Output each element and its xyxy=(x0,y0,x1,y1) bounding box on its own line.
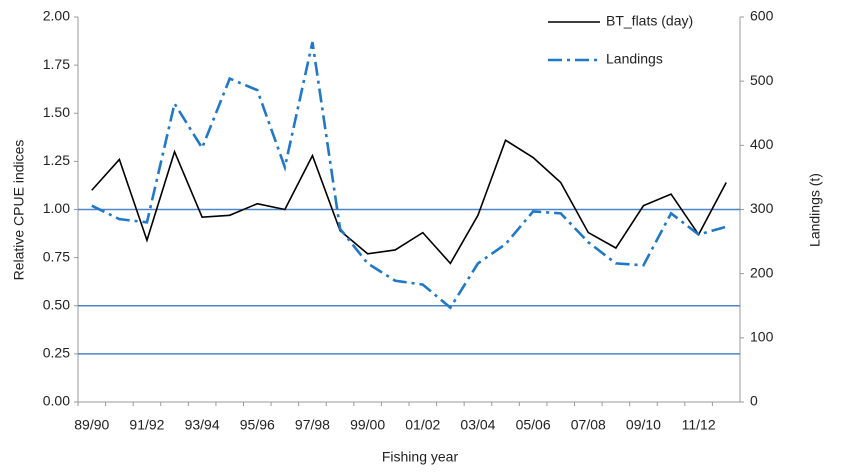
y-tick-label: 0.00 xyxy=(43,393,70,409)
x-tick-label: 09/10 xyxy=(626,417,661,433)
x-tick-label: 07/08 xyxy=(571,417,606,433)
y2-tick-label: 500 xyxy=(750,72,774,88)
x-tick-label: 89/90 xyxy=(74,417,109,433)
x-tick-label: 05/06 xyxy=(516,417,551,433)
y-tick-label: 2.00 xyxy=(43,8,70,24)
y2-tick-label: 300 xyxy=(750,200,774,216)
y-tick-label: 0.75 xyxy=(43,248,70,264)
x-tick-label: 97/98 xyxy=(295,417,330,433)
y2-tick-label: 200 xyxy=(750,264,774,280)
y-tick-label: 1.75 xyxy=(43,56,70,72)
y-tick-label: 0.50 xyxy=(43,296,70,312)
series-line xyxy=(91,138,727,265)
x-tick-label: 93/94 xyxy=(185,417,220,433)
y2-tick-label: 0 xyxy=(750,393,758,409)
series-line xyxy=(91,41,727,310)
legend-label: Landings xyxy=(606,51,663,67)
y2-tick-label: 600 xyxy=(750,8,774,24)
x-axis-title: Fishing year xyxy=(382,449,459,465)
y2-tick-label: 400 xyxy=(750,136,774,152)
x-tick-label: 11/12 xyxy=(682,417,716,433)
y2-axis-title: Landings (t) xyxy=(807,173,823,247)
x-tick-label: 01/02 xyxy=(405,417,440,433)
y-tick-label: 1.25 xyxy=(43,152,70,168)
x-tick-label: 95/96 xyxy=(240,417,275,433)
y-tick-label: 1.50 xyxy=(43,104,70,120)
x-tick-label: 91/92 xyxy=(129,417,164,433)
x-tick-label: 03/04 xyxy=(460,417,495,433)
y-tick-label: 1.00 xyxy=(43,200,70,216)
y2-tick-label: 100 xyxy=(750,329,774,345)
x-tick-label: 99/00 xyxy=(350,417,385,433)
y-tick-label: 0.25 xyxy=(43,345,70,361)
legend-label: BT_flats (day) xyxy=(606,13,693,29)
y-axis-title: Relative CPUE indices xyxy=(11,140,27,281)
